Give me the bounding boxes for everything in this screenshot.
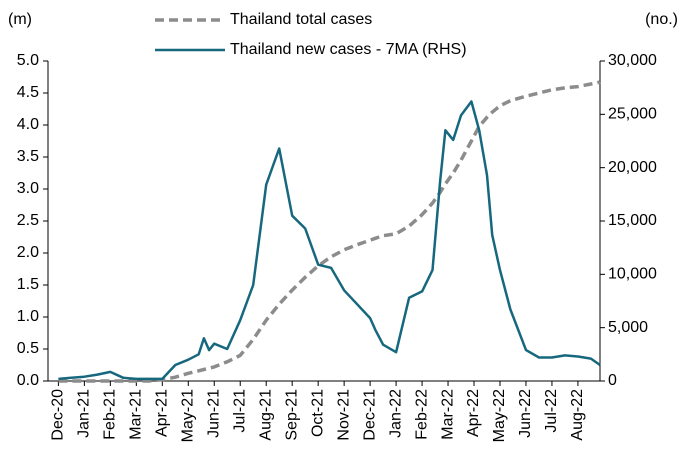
x-tick-label: Feb-21 [102, 389, 119, 440]
series-line [58, 80, 601, 383]
y2-tick-label: 30,000 [608, 52, 657, 69]
y-tick-label: 0.0 [17, 372, 39, 389]
x-tick-label: Apr-22 [465, 389, 482, 437]
x-tick-label: Jan-21 [76, 389, 93, 438]
legend-label: Thailand new cases - 7MA (RHS) [230, 41, 467, 58]
y2-tick-label: 0 [608, 372, 617, 389]
x-tick-label: Jan-22 [387, 389, 404, 438]
x-tick-label: Apr-21 [154, 389, 171, 437]
x-tick-label: Aug-21 [257, 389, 274, 441]
x-tick-label: Aug-22 [569, 389, 586, 441]
x-tick-label: Jun-21 [205, 389, 222, 438]
y-tick-label: 1.5 [17, 276, 39, 293]
x-tick-label: Nov-21 [335, 389, 352, 441]
x-tick-label: Sep-21 [283, 389, 300, 441]
y2-tick-label: 25,000 [608, 106, 657, 123]
y-tick-label: 2.5 [17, 212, 39, 229]
x-tick-label: Mar-22 [439, 389, 456, 440]
y-axis-label: (m) [8, 11, 32, 28]
x-tick-label: Dec-20 [50, 389, 67, 441]
series-line [58, 100, 601, 381]
x-tick-label: May-22 [491, 389, 508, 442]
x-tick-label: Feb-22 [413, 389, 430, 440]
x-tick-label: Jun-22 [517, 389, 534, 438]
y-tick-label: 3.5 [17, 148, 39, 165]
y2-tick-label: 15,000 [608, 212, 657, 229]
y-tick-label: 5.0 [17, 52, 39, 69]
x-tick-label: Jul-21 [231, 389, 248, 433]
x-tick-label: Mar-21 [128, 389, 145, 440]
y-tick-label: 3.0 [17, 180, 39, 197]
x-tick-label: May-21 [179, 389, 196, 442]
y2-tick-label: 10,000 [608, 266, 657, 283]
legend-label: Thailand total cases [230, 11, 372, 28]
y2-tick-label: 20,000 [608, 159, 657, 176]
y-tick-label: 4.5 [17, 84, 39, 101]
y-tick-label: 2.0 [17, 244, 39, 261]
y-tick-label: 0.5 [17, 340, 39, 357]
x-tick-label: Dec-21 [361, 389, 378, 441]
x-tick-label: Jul-22 [543, 389, 560, 433]
y2-tick-label: 5,000 [608, 319, 648, 336]
x-tick-label: Oct-21 [309, 389, 326, 437]
y-tick-label: 4.0 [17, 116, 39, 133]
y-tick-label: 1.0 [17, 308, 39, 325]
y2-axis-label: (no.) [645, 11, 678, 28]
